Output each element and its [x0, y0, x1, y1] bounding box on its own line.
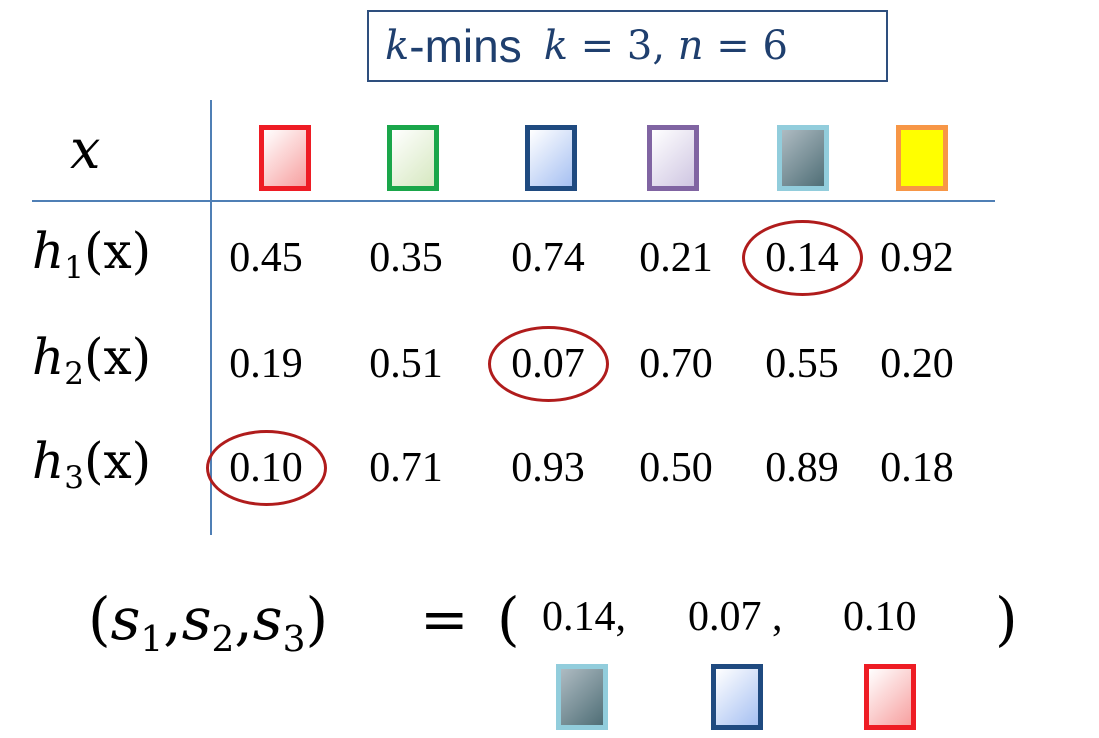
result-rhs-close: ) [995, 585, 1018, 653]
table-cell: 0.71 [369, 445, 443, 491]
table-cell: 0.19 [229, 341, 303, 387]
result-rhs-open: ( [497, 585, 520, 653]
formula-eq1: = 3, [567, 23, 678, 69]
result-lhs: (s1,s2,s3) [88, 585, 329, 660]
table-cell: 0.21 [639, 235, 713, 281]
result-value-2: 0.07 , [688, 594, 783, 640]
result-equals: = [420, 585, 469, 653]
teal-square-icon [556, 664, 608, 730]
table-cell: 0.55 [765, 341, 839, 387]
red-square-icon [864, 664, 916, 730]
title-mins: -mins [409, 20, 522, 72]
table-cell: 0.92 [880, 235, 954, 281]
yellow-square-icon [896, 125, 948, 191]
table-cell: 0.93 [511, 445, 585, 491]
row-label-h2: h2(x) [32, 328, 152, 392]
table-cell: 0.51 [369, 341, 443, 387]
header-x: x [70, 118, 101, 181]
table-cell: 0.50 [639, 445, 713, 491]
min-highlight-oval [488, 326, 609, 402]
title-box: k -mins k = 3, n = 6 [367, 10, 888, 82]
table-cell: 0.20 [880, 341, 954, 387]
min-highlight-oval [206, 430, 327, 506]
row-label-h1: h1(x) [32, 222, 152, 286]
result-value-3: 0.10 [843, 594, 917, 640]
table-cell: 0.74 [511, 235, 585, 281]
table-cell: 0.89 [765, 445, 839, 491]
result-value-1: 0.14, [542, 594, 626, 640]
title-k: k [385, 23, 410, 69]
formula-n: n [677, 23, 704, 69]
formula-eq2: = 6 [703, 23, 788, 69]
table-cell: 0.35 [369, 235, 443, 281]
purple-square-icon [647, 125, 699, 191]
row-label-h3: h3(x) [32, 432, 152, 496]
red-square-icon [259, 125, 311, 191]
table-cell: 0.45 [229, 235, 303, 281]
blue-square-icon [711, 664, 763, 730]
header-divider [32, 200, 995, 202]
green-square-icon [387, 125, 439, 191]
column-divider [210, 100, 212, 535]
teal-square-icon [777, 125, 829, 191]
min-highlight-oval [742, 220, 863, 296]
blue-square-icon [525, 125, 577, 191]
table-cell: 0.18 [880, 445, 954, 491]
table-cell: 0.70 [639, 341, 713, 387]
formula-k: k [543, 23, 568, 69]
